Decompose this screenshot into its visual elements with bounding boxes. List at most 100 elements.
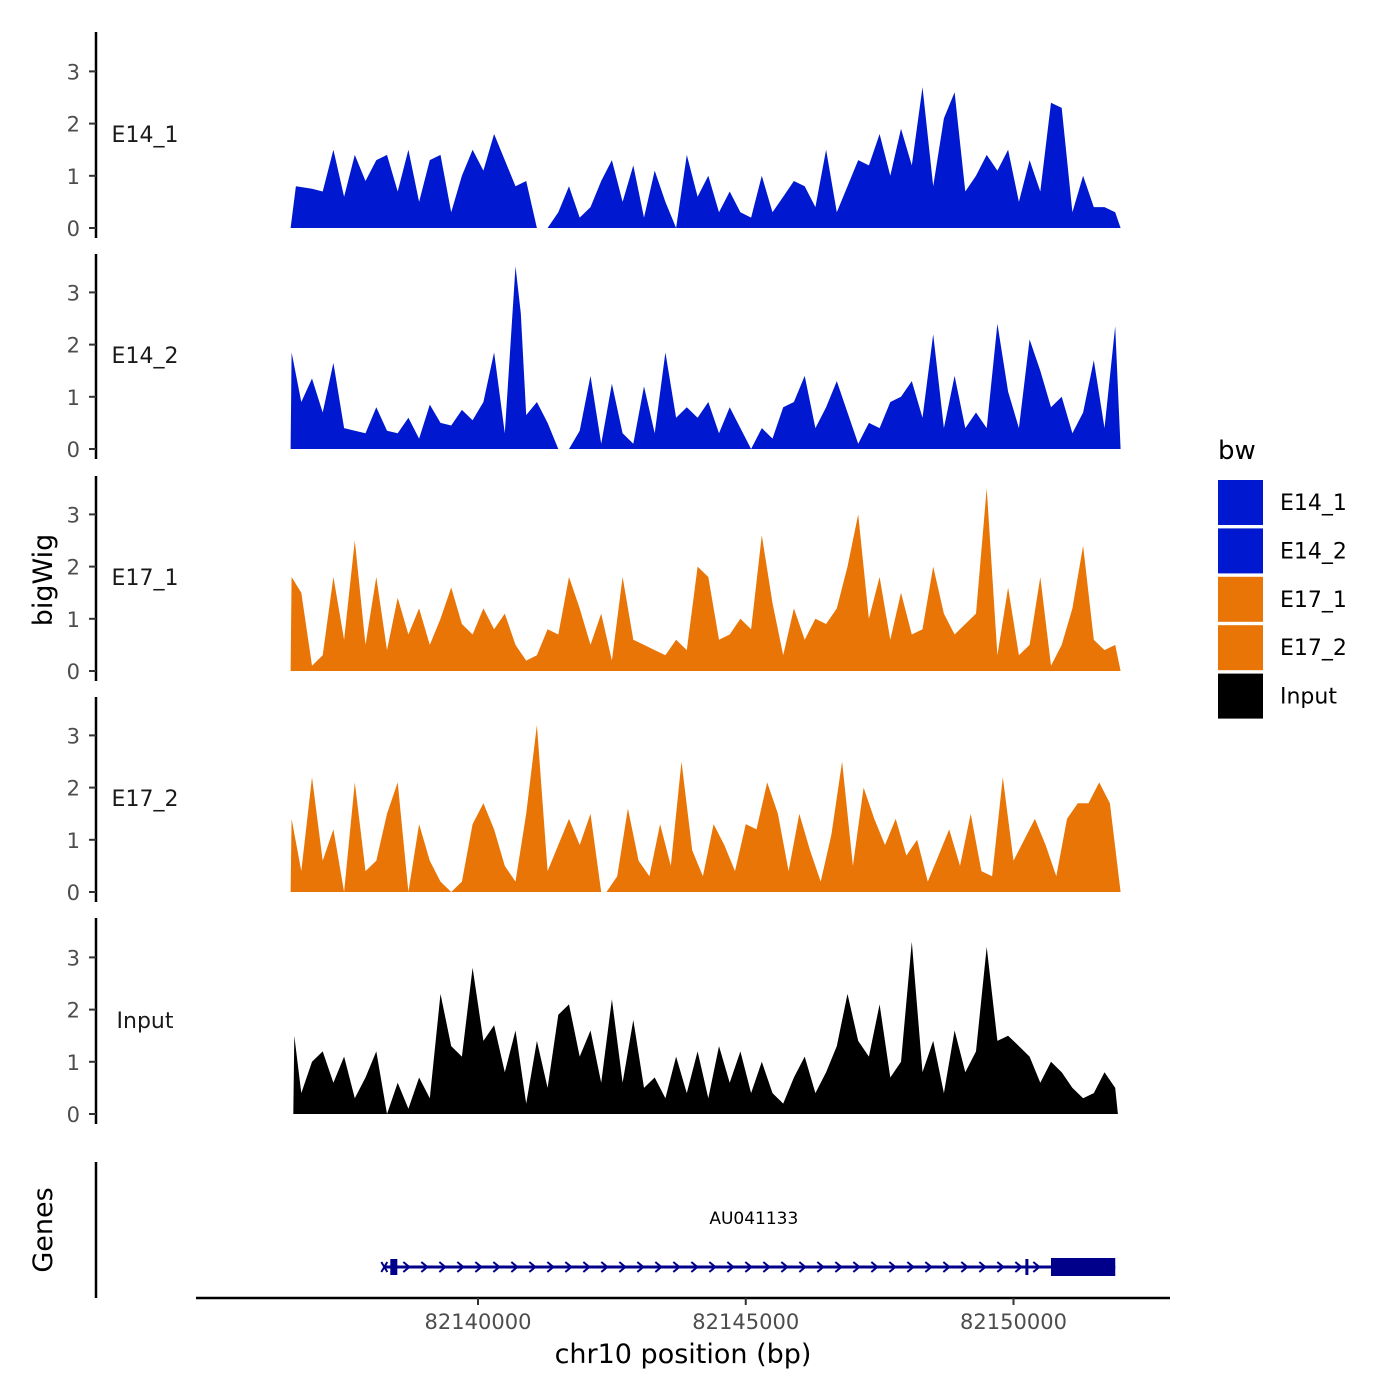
strand-chevron [380, 1261, 389, 1273]
coverage-area [290, 266, 559, 449]
legend-swatch [1218, 528, 1263, 574]
strand-chevron [672, 1261, 681, 1273]
strand-chevron [888, 1261, 897, 1273]
legend-swatch [1218, 625, 1263, 671]
gene-panel: Genes AU041133 [28, 1162, 1116, 1298]
coverage-area [290, 725, 602, 892]
y-tick-label: 2 [67, 777, 80, 801]
legend-item-E14_1: E14_1 [1218, 480, 1347, 525]
y-tick-label: 2 [67, 113, 80, 137]
legend-label: E14_2 [1280, 539, 1347, 564]
strand-chevron [438, 1261, 447, 1273]
gene-name-label: AU041133 [709, 1209, 798, 1229]
legend-swatch [1218, 673, 1263, 719]
coverage-area [290, 488, 1121, 671]
strand-chevron [600, 1261, 609, 1273]
y-tick-label: 2 [67, 556, 80, 580]
y-tick-label: 0 [67, 660, 80, 684]
strand-chevron [924, 1261, 933, 1273]
strand-chevron [942, 1261, 951, 1273]
x-axis-title: chr10 position (bp) [555, 1339, 812, 1370]
strand-chevron [834, 1261, 843, 1273]
strand-chevron [978, 1261, 987, 1273]
y-tick-label: 1 [67, 1051, 80, 1075]
strand-chevron [492, 1261, 501, 1273]
gene-exon [390, 1259, 398, 1275]
y-tick-label: 1 [67, 386, 80, 410]
coverage-area [606, 761, 1121, 892]
track-label: E17_1 [112, 566, 179, 591]
strand-chevron [1014, 1261, 1023, 1273]
strand-chevron [960, 1261, 969, 1273]
track-label: E17_2 [112, 787, 179, 812]
y-tick-label: 3 [67, 946, 80, 970]
y-tick-label: 3 [67, 281, 80, 305]
coverage-tracks: 0 1 2 3 E14_1 0 1 2 3 E14_2 0 1 2 3 E17_1 0 1 2 3 E17_2 0 1 2 3… [67, 32, 1121, 1127]
coverage-area [569, 323, 1121, 449]
gene-model [380, 1258, 1116, 1276]
y-axis-title: bigWig [28, 534, 59, 627]
strand-chevron [996, 1261, 1005, 1273]
strand-chevron [636, 1261, 645, 1273]
strand-chevron [852, 1261, 861, 1273]
y-tick-label: 1 [67, 608, 80, 632]
y-tick-label: 3 [67, 503, 80, 527]
strand-chevron [618, 1261, 627, 1273]
legend-swatch [1218, 480, 1263, 525]
strand-chevron [456, 1261, 465, 1273]
strand-chevron [816, 1261, 825, 1273]
x-axis: 82140000 82145000 82150000 chr10 position … [196, 1296, 1170, 1370]
coverage-area [293, 941, 1118, 1114]
x-tick-label: 82145000 [692, 1310, 799, 1334]
y-tick-label: 0 [67, 1103, 80, 1127]
y-tick-label: 1 [67, 829, 80, 853]
legend: bw E14_1 E14_2 E17_1 E17_2 Input [1218, 436, 1347, 719]
track-Input: 0 1 2 3 Input [67, 918, 1118, 1127]
legend-label: E14_1 [1280, 491, 1347, 516]
x-tick-label: 82140000 [425, 1310, 532, 1334]
track-E17_1: 0 1 2 3 E17_1 [67, 476, 1121, 684]
y-tick-label: 3 [67, 60, 80, 84]
y-tick-label: 2 [67, 999, 80, 1023]
strand-chevron [798, 1261, 807, 1273]
legend-label: E17_1 [1280, 588, 1347, 613]
strand-chevron [870, 1261, 879, 1273]
coverage-area [547, 87, 1121, 228]
legend-swatch [1218, 576, 1263, 622]
track-label: Input [117, 1009, 174, 1034]
legend-item-E14_2: E14_2 [1218, 528, 1347, 574]
strand-chevron [564, 1261, 573, 1273]
legend-item-Input: Input [1218, 673, 1337, 719]
strand-chevron [726, 1261, 735, 1273]
legend-label: E17_2 [1280, 636, 1347, 661]
track-E17_2: 0 1 2 3 E17_2 [67, 697, 1121, 905]
track-E14_1: 0 1 2 3 E14_1 [67, 32, 1121, 241]
strand-chevron [780, 1261, 789, 1273]
strand-chevron [402, 1261, 411, 1273]
strand-chevron [474, 1261, 483, 1273]
y-tick-label: 1 [67, 165, 80, 189]
legend-item-E17_1: E17_1 [1218, 576, 1347, 622]
strand-chevron [708, 1261, 717, 1273]
coverage-area [290, 134, 537, 228]
track-E14_2: 0 1 2 3 E14_2 [67, 254, 1121, 462]
strand-chevron [690, 1261, 699, 1273]
y-tick-label: 0 [67, 217, 80, 241]
y-tick-label: 3 [67, 724, 80, 748]
strand-chevron [528, 1261, 537, 1273]
strand-chevron [744, 1261, 753, 1273]
strand-chevron [510, 1261, 519, 1273]
y-tick-label: 0 [67, 438, 80, 462]
strand-chevron [762, 1261, 771, 1273]
genes-axis-title: Genes [28, 1187, 59, 1272]
gene-exon [1050, 1258, 1116, 1276]
y-tick-label: 2 [67, 334, 80, 358]
track-label: E14_2 [112, 344, 179, 369]
legend-item-E17_2: E17_2 [1218, 625, 1347, 671]
strand-chevron [546, 1261, 555, 1273]
legend-label: Input [1280, 685, 1337, 710]
strand-chevron [906, 1261, 915, 1273]
track-label: E14_1 [112, 123, 179, 148]
strand-chevron [1032, 1261, 1041, 1273]
